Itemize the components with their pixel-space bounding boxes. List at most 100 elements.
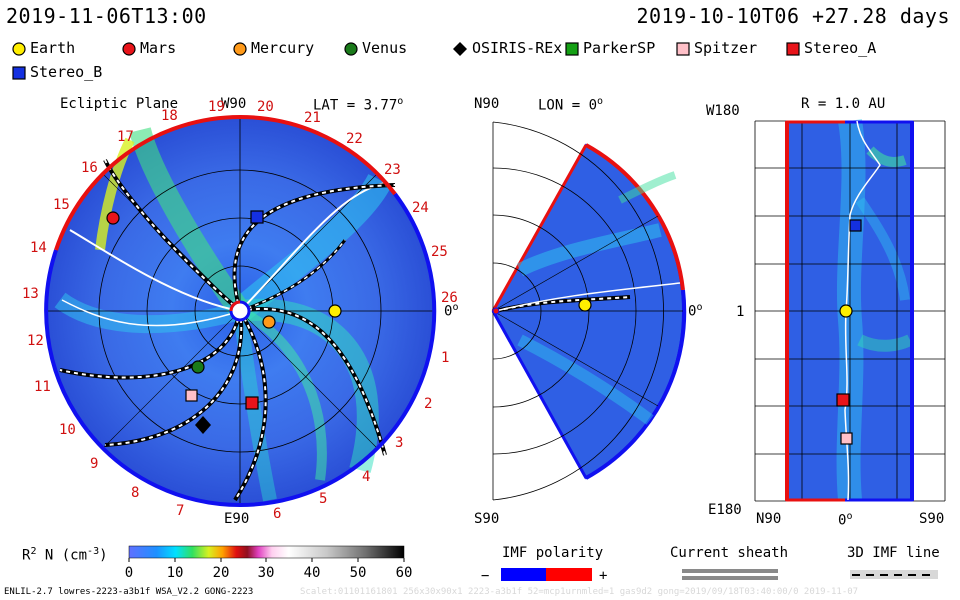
stereo-a-marker: [245, 396, 259, 410]
latlon-bottom-left: E180: [708, 502, 742, 518]
carrington-number: 22: [346, 131, 363, 147]
right-timestamp: 2019-10-10T06 +27.28 days: [636, 4, 950, 28]
legend-item-mercury: Mercury: [233, 39, 314, 57]
stereo-a-marker-icon: [786, 41, 800, 56]
carrington-number: 21: [304, 110, 321, 126]
carrington-number: 3: [395, 435, 403, 451]
carrington-number: 13: [22, 286, 39, 302]
mars-marker: [106, 211, 120, 225]
carrington-number: 16: [81, 160, 98, 176]
imf-polarity-minus: −: [481, 568, 490, 584]
mercury-marker: [262, 315, 276, 329]
legend-item-parkersp: ParkerSP: [565, 39, 655, 57]
osiris-rex-marker: [195, 416, 211, 434]
legend-item-earth: Earth: [12, 39, 75, 57]
carrington-number: 8: [131, 485, 139, 501]
mercury-marker-icon: [233, 41, 247, 56]
legend-item-spitzer: Spitzer: [676, 39, 757, 57]
spitzer-marker: [185, 389, 198, 402]
carrington-number: 24: [412, 200, 429, 216]
legend-item-mars: Mars: [122, 39, 176, 57]
colorbar-tick: 0: [125, 565, 133, 581]
earth-marker: [328, 304, 342, 318]
meridional-bottom-label: S90: [474, 511, 500, 527]
carrington-numbers: 1 2 3 4 5 6 7 8 9 10 11 12 13 14 15 16 1…: [22, 99, 458, 522]
carrington-number: 7: [176, 503, 184, 519]
latlon-bottom-s: S90: [919, 511, 945, 527]
stereo-b-marker-latlon: [849, 219, 862, 232]
colorbar-tick: 20: [213, 565, 230, 581]
carrington-number: 14: [30, 240, 47, 256]
colorbar-tick: 50: [350, 565, 367, 581]
ecliptic-bottom-label: E90: [224, 511, 250, 527]
carrington-number: 26: [441, 290, 458, 306]
venus-marker: [191, 360, 205, 374]
carrington-number: 6: [273, 506, 281, 522]
carrington-number: 4: [362, 469, 370, 485]
carrington-number: 25: [431, 244, 448, 260]
parkersp-marker-icon: [565, 41, 579, 56]
carrington-number: 18: [161, 108, 178, 124]
footer-faint-info: Scalet:01101161801 256x30x90x1 2223-a3b1…: [300, 587, 859, 597]
ecliptic-title: Ecliptic Plane: [60, 96, 179, 112]
stereo-b-marker-icon: [12, 65, 26, 80]
carrington-number: 2: [424, 396, 432, 412]
footer-run-info: ENLIL-2.7 lowres-2223-a3b1f WSA_V2.2 GON…: [4, 587, 254, 597]
imf-line-title: 3D IMF line: [847, 545, 940, 561]
legend-item-stereo-b: Stereo_B: [12, 63, 102, 81]
earth-marker-latlon: [839, 304, 853, 318]
earth-marker-meridional: [578, 298, 592, 312]
latlon-top-left: W180: [706, 103, 740, 119]
left-timestamp: 2019-11-06T13:00: [6, 4, 207, 28]
carrington-number: 17: [117, 129, 134, 145]
osiris-rex-marker-icon: [453, 41, 467, 56]
ecliptic-top-label: W90: [221, 96, 247, 112]
colorbar-tick: 10: [167, 565, 184, 581]
current-sheath-title: Current sheath: [670, 545, 789, 561]
ecliptic-right-label: 0o: [444, 302, 459, 320]
latlon-bottom-n: N90: [756, 511, 782, 527]
imf-polarity-negative-swatch: [501, 568, 546, 581]
colorbar-label: R2 N (cm-3): [22, 546, 108, 564]
meridional-wedge: [491, 121, 687, 501]
meridional-right-label: 0o: [688, 302, 703, 320]
ecliptic-lat-label: LAT = 3.77o: [313, 96, 404, 114]
carrington-number: 15: [53, 197, 70, 213]
colorbar-tick: 30: [258, 565, 275, 581]
imf-polarity-positive-swatch: [546, 568, 592, 581]
carrington-number: 9: [90, 456, 98, 472]
earth-marker-icon: [12, 41, 26, 56]
ecliptic-disk: [44, 114, 437, 508]
legend-item-stereo-a: Stereo_A: [786, 39, 876, 57]
legend-item-osiris-rex: OSIRIS-REx: [452, 39, 562, 57]
carrington-number: 23: [384, 162, 401, 178]
carrington-number: 19: [208, 99, 225, 115]
carrington-number: 11: [34, 379, 51, 395]
latlon-mid-left: 1: [736, 304, 745, 320]
meridional-top-label: N90: [474, 96, 500, 112]
spitzer-marker-icon: [676, 41, 690, 56]
imf-polarity-plus: +: [599, 568, 608, 584]
spitzer-marker-latlon: [840, 432, 853, 445]
venus-marker-icon: [344, 41, 358, 56]
carrington-number: 5: [319, 491, 327, 507]
latlon-title: R = 1.0 AU: [801, 96, 886, 112]
meridional-lon-label: LON = 0o: [538, 96, 604, 114]
stereo-b-marker: [250, 210, 264, 224]
imf-polarity-title: IMF polarity: [502, 545, 604, 561]
carrington-number: 20: [257, 99, 274, 115]
carrington-number: 1: [441, 350, 449, 366]
colorbar-tick: 40: [304, 565, 321, 581]
latlon-bottom-zero: 0o: [838, 511, 853, 529]
mars-marker-icon: [122, 41, 136, 56]
legend-item-venus: Venus: [344, 39, 407, 57]
carrington-number: 10: [59, 422, 76, 438]
carrington-number: 12: [27, 333, 44, 349]
colorbar-tick: 60: [396, 565, 413, 581]
